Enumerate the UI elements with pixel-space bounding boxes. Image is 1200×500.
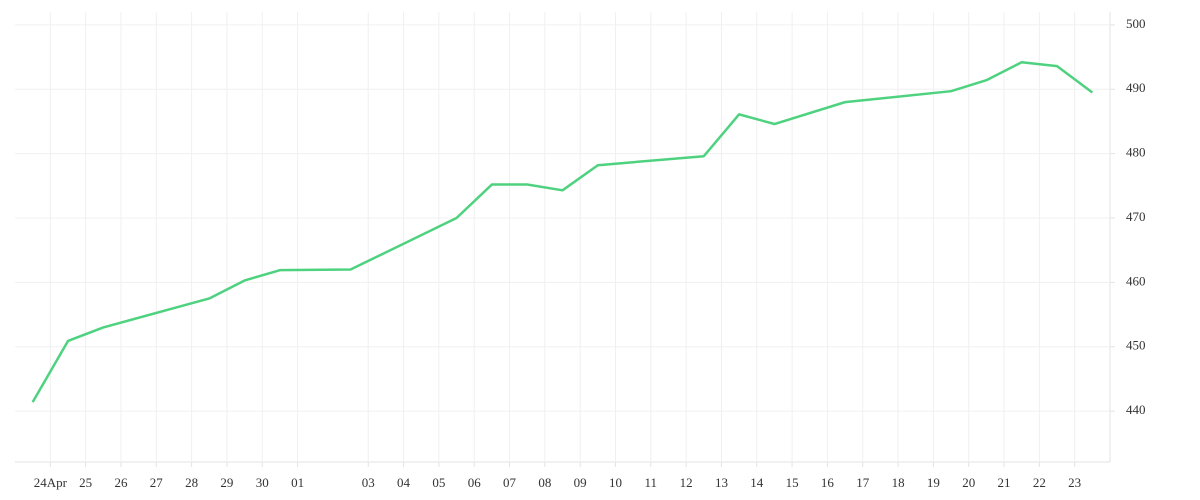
y-tick-label: 490 (1126, 80, 1146, 95)
y-tick-label: 470 (1126, 209, 1146, 224)
x-tick-label: 06 (468, 475, 482, 490)
x-tick-label: 27 (150, 475, 164, 490)
y-tick-label: 440 (1126, 402, 1146, 417)
x-tick-label: 11 (645, 475, 658, 490)
x-tick-label: 19 (927, 475, 940, 490)
x-tick-label: 21 (998, 475, 1011, 490)
x-tick-label: 26 (114, 475, 128, 490)
x-tick-label: 01 (291, 475, 304, 490)
x-tick-label: 04 (397, 475, 411, 490)
x-tick-label: 09 (574, 475, 587, 490)
x-tick-label: 10 (609, 475, 622, 490)
x-tick-label: 15 (786, 475, 799, 490)
x-tick-label: 29 (220, 475, 233, 490)
x-tick-label: 28 (185, 475, 198, 490)
y-tick-label: 460 (1126, 273, 1146, 288)
y-tick-label: 500 (1126, 16, 1146, 31)
x-tick-label: 23 (1068, 475, 1081, 490)
x-tick-label: 24Apr (34, 475, 68, 490)
x-tick-label: 16 (821, 475, 835, 490)
x-tick-label: 14 (750, 475, 764, 490)
x-tick-label: 05 (432, 475, 445, 490)
x-tick-label: 25 (79, 475, 92, 490)
x-tick-label: 20 (962, 475, 975, 490)
x-tick-label: 22 (1033, 475, 1046, 490)
y-tick-label: 450 (1126, 338, 1146, 353)
x-tick-label: 17 (856, 475, 870, 490)
y-tick-label: 480 (1126, 145, 1146, 160)
x-tick-label: 03 (362, 475, 375, 490)
x-tick-label: 12 (680, 475, 693, 490)
price-line (31, 60, 1094, 403)
x-tick-label: 13 (715, 475, 728, 490)
x-tick-label: 08 (538, 475, 551, 490)
x-tick-label: 07 (503, 475, 517, 490)
x-tick-label: 30 (256, 475, 269, 490)
x-tick-label: 18 (892, 475, 905, 490)
